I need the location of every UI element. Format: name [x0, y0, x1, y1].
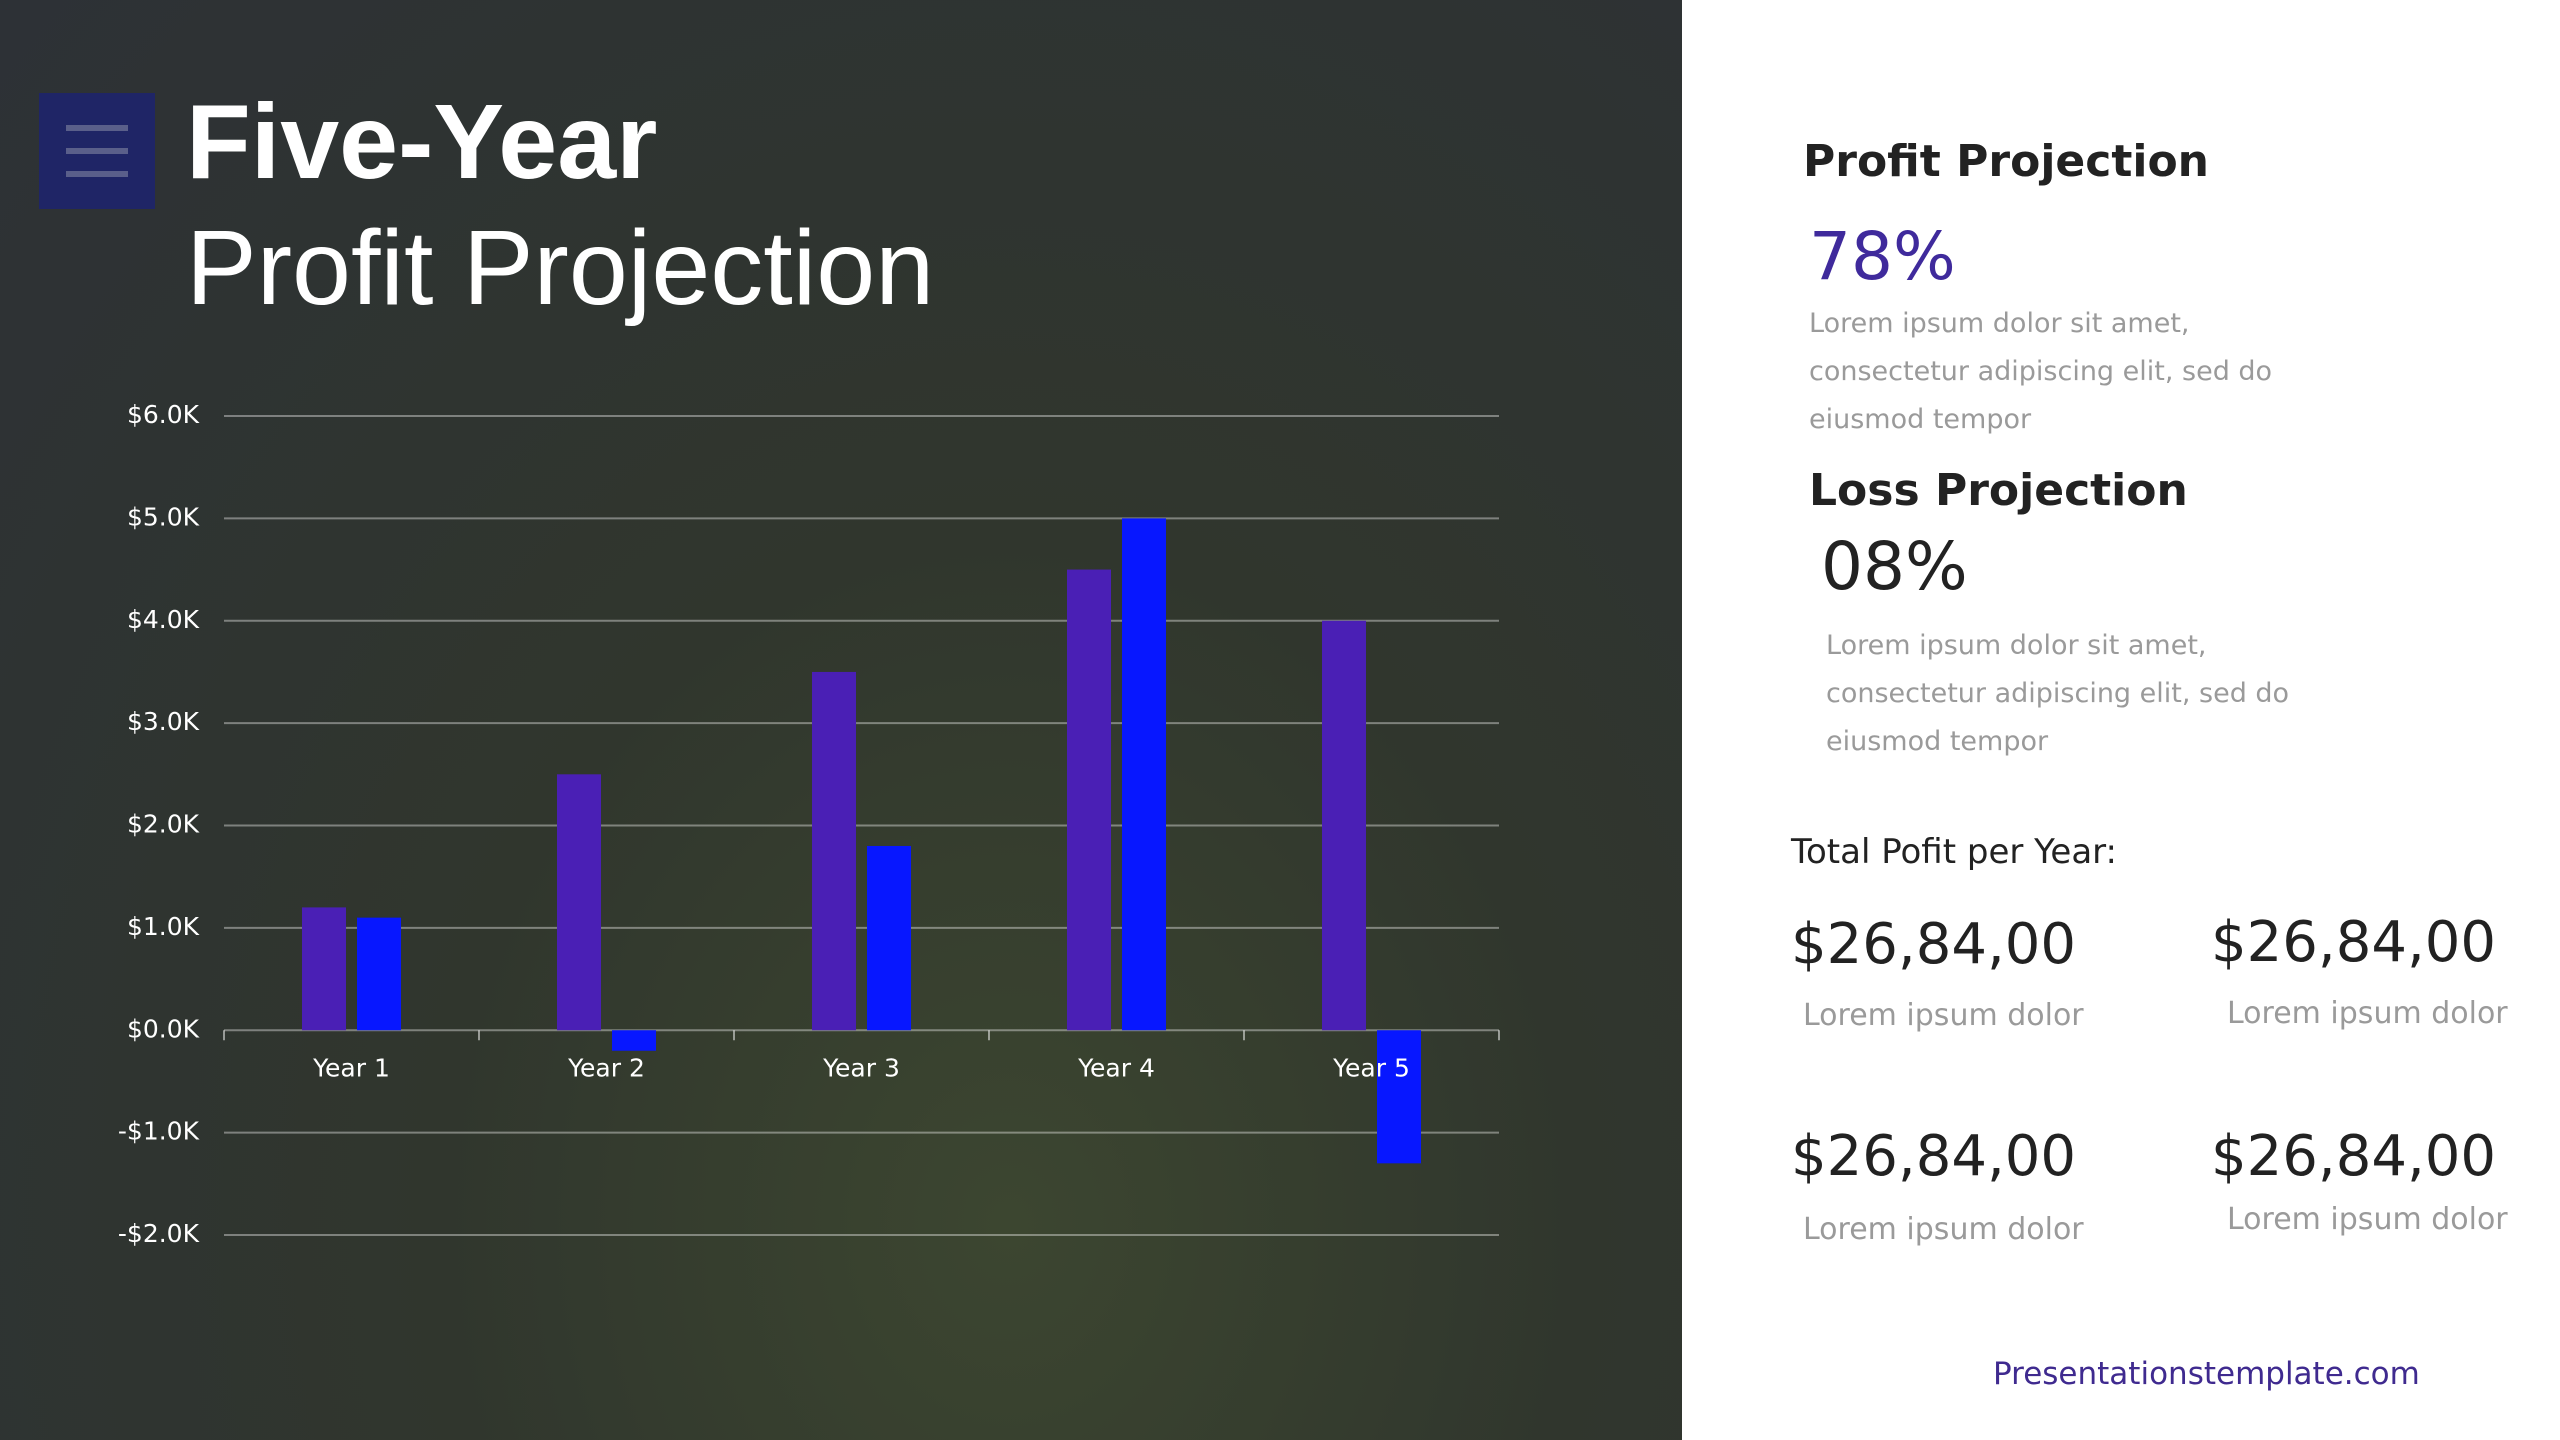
- y-tick-label: -$2.0K: [118, 1219, 200, 1248]
- total-label: Lorem ipsum dolor: [1803, 1212, 2084, 1247]
- title: Five-Year: [186, 83, 658, 201]
- section-value: 08%: [1821, 528, 1968, 605]
- menu-bar: [66, 148, 128, 154]
- total-value: $26,84,00: [1791, 912, 2077, 977]
- total-value: $26,84,00: [1791, 1124, 2077, 1189]
- total-label: Lorem ipsum dolor: [1803, 998, 2084, 1033]
- x-tick-label: Year 3: [822, 1053, 900, 1082]
- menu-button[interactable]: [39, 93, 155, 209]
- y-tick-label: $0.0K: [127, 1014, 200, 1043]
- totals-heading: Total Pofit per Year:: [1791, 832, 2117, 872]
- y-tick-label: -$1.0K: [118, 1117, 200, 1146]
- bar: [612, 1030, 656, 1051]
- total-value: $26,84,00: [2211, 910, 2497, 975]
- chart: -$2.0K -$1.0K $0.0K $1.0K $2.0K $3.0K $4.0K $5.…: [118, 400, 1421, 1248]
- total-value: $26,84,00: [2211, 1124, 2497, 1189]
- x-tick-label: Year 2: [567, 1053, 645, 1082]
- x-tick-label: Year 5: [1332, 1053, 1410, 1082]
- menu-bar: [66, 171, 128, 177]
- y-tick-label: $1.0K: [127, 912, 200, 941]
- y-tick-label: $3.0K: [127, 707, 200, 736]
- y-tick-label: $5.0K: [127, 502, 200, 531]
- section-heading: Loss Projection: [1809, 465, 2188, 516]
- section-text: Lorem ipsum dolor sit amet, consectetur …: [1809, 308, 2273, 435]
- bar: [867, 845, 911, 1031]
- bar: [357, 917, 401, 1031]
- y-tick-label: $4.0K: [127, 605, 200, 634]
- footer-link[interactable]: Presentationstemplate.com: [1993, 1356, 2420, 1392]
- bar: [812, 671, 856, 1031]
- bar: [1377, 1030, 1421, 1164]
- subtitle: Profit Projection: [186, 209, 935, 327]
- bar: [1067, 569, 1111, 1031]
- x-tick-label: Year 4: [1077, 1053, 1155, 1082]
- section-heading: Profit Projection: [1803, 136, 2209, 187]
- y-tick-label: $2.0K: [127, 810, 200, 839]
- section-text: Lorem ipsum dolor sit amet, consectetur …: [1826, 630, 2290, 757]
- x-tick-label: Year 1: [312, 1053, 390, 1082]
- bar: [1122, 518, 1166, 1031]
- total-label: Lorem ipsum dolor: [2227, 1202, 2508, 1237]
- bar: [302, 907, 346, 1031]
- bar: [1322, 620, 1366, 1031]
- y-tick-label: $6.0K: [127, 400, 200, 429]
- section-value: 78%: [1809, 218, 1956, 295]
- total-label: Lorem ipsum dolor: [2227, 996, 2508, 1031]
- menu-bar: [66, 125, 128, 131]
- bar: [557, 774, 601, 1031]
